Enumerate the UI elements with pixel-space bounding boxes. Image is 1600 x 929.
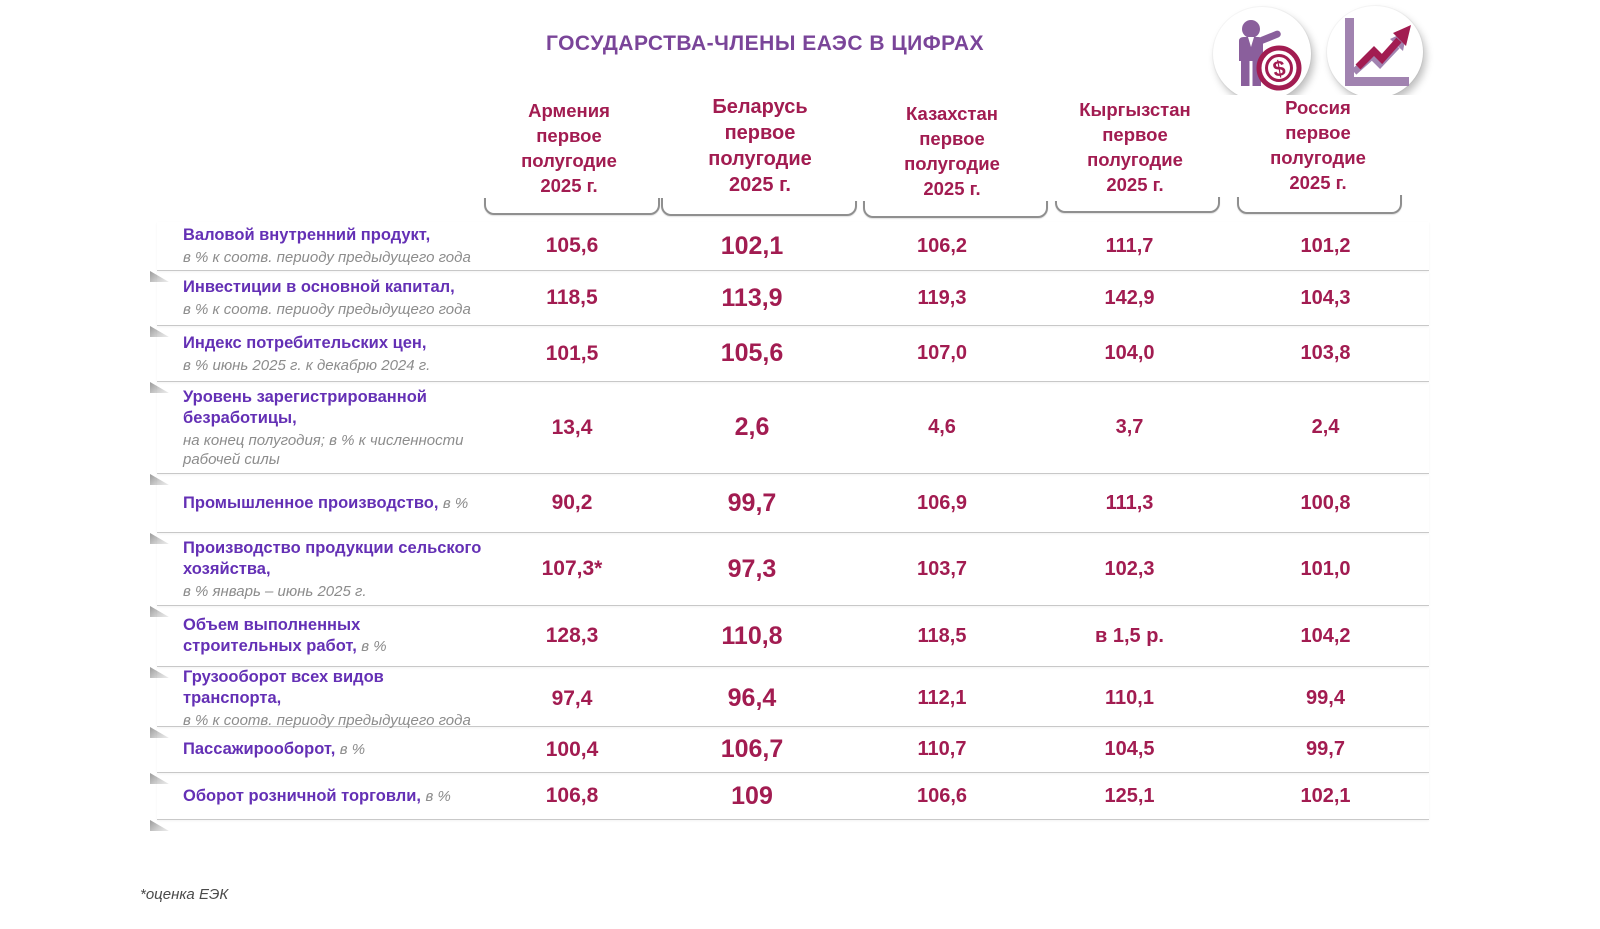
value-kyrgyzstan: 104,5 (1104, 738, 1155, 760)
value-kazakhstan: 110,7 (917, 738, 967, 760)
value-russia: 102,1 (1300, 784, 1351, 807)
table-row: Оборот розничной торговли, в % 106,8 109… (157, 773, 1429, 820)
table-row: Промышленное производство, в % 90,2 99,7… (157, 474, 1429, 533)
value-belarus: 2,6 (734, 413, 770, 441)
value-russia: 99,7 (1306, 738, 1345, 760)
indicators-table: Валовой внутренний продукт, в % к соотв.… (157, 222, 1429, 820)
value-kyrgyzstan: в 1,5 р. (1095, 624, 1164, 647)
table-row: Валовой внутренний продукт, в % к соотв.… (157, 222, 1429, 271)
row-sublabel: на конец полугодия; в % к численности ра… (183, 431, 464, 468)
value-armenia: 107,3* (541, 557, 603, 580)
value-kazakhstan: 106,9 (916, 491, 968, 514)
value-armenia: 106,8 (545, 784, 599, 807)
value-kyrgyzstan: 104,0 (1104, 342, 1155, 364)
value-belarus: 96,4 (727, 684, 777, 712)
value-belarus: 97,3 (727, 554, 777, 583)
row-label: Промышленное производство, в % (183, 493, 469, 512)
column-header-armenia: Армения первое полугодие 2025 г. (459, 98, 679, 198)
value-russia: 2,4 (1311, 416, 1340, 438)
footnote: *оценка ЕЭК (140, 886, 229, 903)
value-kyrgyzstan: 3,7 (1115, 416, 1144, 438)
value-kazakhstan: 118,5 (917, 624, 967, 647)
value-kyrgyzstan: 111,7 (1105, 234, 1154, 257)
value-kyrgyzstan: 110,1 (1105, 687, 1154, 709)
value-kazakhstan: 107,0 (916, 342, 968, 364)
row-label: Производство продукции сельского хозяйст… (183, 538, 482, 600)
value-belarus: 109 (731, 781, 773, 810)
country-name: Россия (1208, 95, 1428, 120)
row-label: Оборот розничной торговли, в % (183, 786, 451, 805)
value-kazakhstan: 106,6 (916, 784, 968, 807)
column-header-russia: Россия первое полугодие 2025 г. (1208, 95, 1428, 195)
value-russia: 101,0 (1300, 557, 1351, 580)
growth-chart-arrow-icon (1327, 6, 1423, 98)
table-row: Объем выполненных строительных работ, в … (157, 606, 1429, 667)
table-row: Уровень зарегистрированной безработицы, … (157, 382, 1429, 474)
businessman-icon-svg: $ (1239, 20, 1302, 91)
row-label: Грузооборот всех видов транспорта, в % к… (157, 667, 487, 730)
value-armenia: 128,3 (545, 624, 599, 647)
value-armenia: 118,5 (546, 286, 598, 309)
row-sublabel: в % к соотв. периоду предыдущего года (183, 249, 471, 266)
value-russia: 100,8 (1300, 491, 1351, 514)
page-title: ГОСУДАРСТВА-ЧЛЕНЫ ЕАЭС В ЦИФРАХ (545, 32, 985, 55)
value-kazakhstan: 106,2 (916, 234, 968, 257)
value-armenia: 105,6 (545, 234, 599, 257)
row-sublabel: в % июнь 2025 г. к декабрю 2024 г. (183, 356, 431, 374)
row-sublabel: в % январь – июнь 2025 г. (183, 582, 367, 600)
row-sublabel: в % к соотв. периоду предыдущего года (183, 712, 471, 729)
table-row: Пассажирооборот, в % 100,4 106,7 110,7 1… (157, 727, 1429, 773)
row-label: Валовой внутренний продукт, в % к соотв.… (157, 222, 487, 270)
value-armenia: 13,4 (551, 415, 593, 439)
table-row: Инвестиции в основной капитал, в % к соо… (157, 271, 1429, 326)
row-sublabel: в % к соотв. периоду предыдущего года (183, 301, 471, 318)
country-name: Армения (459, 98, 679, 123)
value-kyrgyzstan: 142,9 (1104, 286, 1155, 309)
value-kazakhstan: 119,3 (917, 286, 967, 309)
value-belarus: 105,6 (720, 339, 784, 367)
value-armenia: 90,2 (551, 491, 593, 514)
value-armenia: 100,4 (545, 737, 599, 761)
column-header-belarus: Беларусь первое полугодие 2025 г. (650, 94, 870, 198)
value-armenia: 101,5 (545, 341, 599, 365)
value-russia: 99,4 (1306, 687, 1345, 709)
svg-text:$: $ (1271, 55, 1287, 82)
row-label: Объем выполненных строительных работ, в … (183, 616, 387, 655)
value-russia: 103,8 (1300, 342, 1351, 364)
growth-chart-icon-svg (1345, 18, 1411, 86)
row-label: Инвестиции в основной капитал, в % к соо… (157, 271, 487, 325)
value-kyrgyzstan: 125,1 (1104, 784, 1155, 807)
row-label: Уровень зарегистрированной безработицы, … (157, 382, 487, 473)
value-kyrgyzstan: 111,3 (1105, 491, 1154, 514)
value-armenia: 97,4 (551, 686, 593, 710)
value-belarus: 102,1 (720, 231, 784, 260)
value-kyrgyzstan: 102,3 (1104, 557, 1155, 580)
row-label: Индекс потребительских цен, в % июнь 202… (157, 326, 487, 381)
country-name: Беларусь (650, 94, 870, 120)
table-row: Производство продукции сельского хозяйст… (157, 533, 1429, 606)
value-belarus: 110,8 (721, 621, 783, 650)
table-row: Грузооборот всех видов транспорта, в % к… (157, 667, 1429, 730)
value-kazakhstan: 4,6 (928, 416, 956, 438)
row-label: Пассажирооборот, в % (183, 740, 366, 758)
value-russia: 104,2 (1300, 624, 1351, 647)
value-kazakhstan: 112,1 (917, 687, 967, 709)
value-belarus: 99,7 (727, 488, 777, 517)
value-belarus: 113,9 (721, 283, 783, 312)
value-russia: 101,2 (1300, 234, 1351, 257)
businessman-with-dollar-coin-icon: $ (1213, 7, 1311, 101)
value-kazakhstan: 103,7 (916, 557, 968, 580)
value-belarus: 106,7 (720, 735, 784, 763)
table-row: Индекс потребительских цен, в % июнь 202… (157, 326, 1429, 382)
value-russia: 104,3 (1300, 286, 1351, 309)
